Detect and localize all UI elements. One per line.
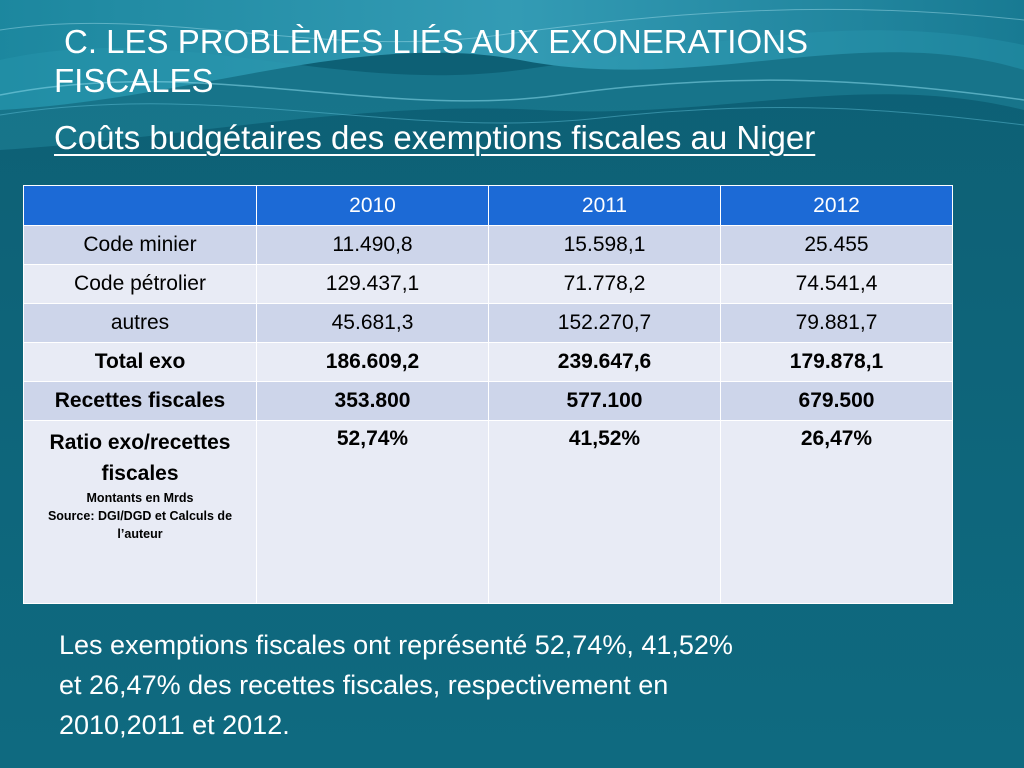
row-label: Code minier	[23, 225, 257, 265]
table-cell: 71.778,2	[488, 264, 721, 304]
ratio-label-cell: Ratio exo/recettes fiscales Montants en …	[23, 420, 257, 604]
table-cell: 52,74%	[256, 420, 489, 604]
table-row-code-petrolier: Code pétrolier 129.437,1 71.778,2 74.541…	[23, 264, 953, 304]
table-cell: 74.541,4	[720, 264, 953, 304]
table-cell: 79.881,7	[720, 303, 953, 343]
table-row-code-minier: Code minier 11.490,8 15.598,1 25.455	[23, 225, 953, 265]
slide-title: C. LES PROBLÈMES LIÉS AUX EXONERATIONS F…	[54, 22, 994, 100]
table-cell: 239.647,6	[488, 342, 721, 382]
ratio-label: Ratio exo/recettes fiscales	[49, 431, 231, 485]
table-header-row: 2010 2011 2012	[23, 185, 953, 226]
source-note: Source: DGI/DGD et Calculs de l’auteur	[47, 509, 233, 541]
table-cell: 129.437,1	[256, 264, 489, 304]
table-row-total-exo: Total exo 186.609,2 239.647,6 179.878,1	[23, 342, 953, 382]
table-row-autres: autres 45.681,3 152.270,7 79.881,7	[23, 303, 953, 343]
row-label: Total exo	[23, 342, 257, 382]
table-cell: 179.878,1	[720, 342, 953, 382]
amount-note: Montants en Mrds	[86, 491, 194, 505]
table-cell: 25.455	[720, 225, 953, 265]
table-cell: 41,52%	[488, 420, 721, 604]
header-cell-2011: 2011	[488, 185, 721, 226]
table-row-ratio: Ratio exo/recettes fiscales Montants en …	[23, 420, 953, 604]
title-line-2: FISCALES	[54, 62, 214, 99]
summary-paragraph: Les exemptions fiscales ont représenté 5…	[59, 630, 733, 740]
row-label: autres	[23, 303, 257, 343]
title-line-1: C. LES PROBLÈMES LIÉS AUX EXONERATIONS	[64, 23, 808, 60]
exemptions-table: 2010 2011 2012 Code minier 11.490,8 15.5…	[23, 185, 953, 604]
table-cell: 152.270,7	[488, 303, 721, 343]
table-row-recettes-fiscales: Recettes fiscales 353.800 577.100 679.50…	[23, 381, 953, 421]
table-cell: 679.500	[720, 381, 953, 421]
row-label: Code pétrolier	[23, 264, 257, 304]
table-cell: 186.609,2	[256, 342, 489, 382]
table-cell: 15.598,1	[488, 225, 721, 265]
header-cell-empty	[23, 185, 257, 226]
table-cell: 577.100	[488, 381, 721, 421]
header-cell-2012: 2012	[720, 185, 953, 226]
table-cell: 353.800	[256, 381, 489, 421]
table-cell: 11.490,8	[256, 225, 489, 265]
header-cell-2010: 2010	[256, 185, 489, 226]
slide-subtitle: Coûts budgétaires des exemptions fiscale…	[54, 119, 816, 156]
table-cell: 26,47%	[720, 420, 953, 604]
table-cell: 45.681,3	[256, 303, 489, 343]
row-label: Recettes fiscales	[23, 381, 257, 421]
